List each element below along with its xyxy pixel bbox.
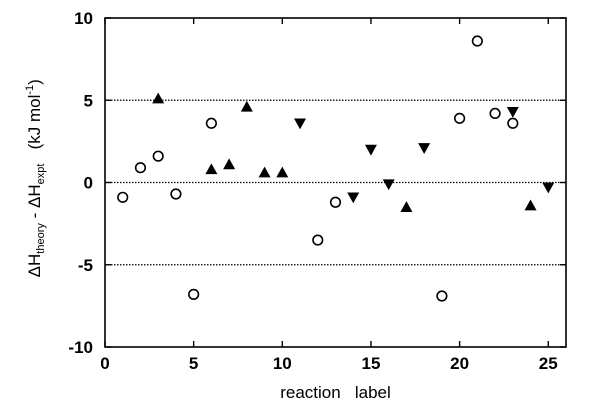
point-triangle-up <box>152 92 165 104</box>
point-triangle-up <box>276 166 289 178</box>
point-triangle-up <box>400 201 413 212</box>
plot-frame <box>104 17 567 348</box>
point-open-circle <box>489 107 501 120</box>
x-tick-label: 15 <box>362 354 381 373</box>
x-tick-label: 20 <box>450 354 469 373</box>
x-axis: 0 5 10 15 20 25 <box>100 18 558 373</box>
point-open-circle <box>454 112 466 124</box>
y-tick-label: 0 <box>84 174 93 193</box>
y-tick-label: 5 <box>84 91 93 110</box>
point-triangle-down <box>418 143 431 154</box>
y-tick-label: -10 <box>68 338 93 357</box>
point-triangle-up <box>240 100 253 112</box>
point-triangle-down <box>347 192 360 204</box>
y-axis-title-sub2: expt <box>35 164 47 185</box>
point-triangle-up <box>258 166 271 178</box>
point-triangle-down <box>364 144 377 156</box>
point-triangle-up <box>223 158 236 170</box>
point-open-circle <box>152 150 164 162</box>
point-open-circle <box>471 35 483 47</box>
y-axis-title-sub1: theory <box>35 223 47 254</box>
y-axis-title-unit-close: ) <box>25 79 44 85</box>
point-open-circle <box>170 188 182 200</box>
point-triangle-down <box>382 179 395 191</box>
point-triangle-down <box>506 106 519 118</box>
point-open-circle <box>507 117 519 129</box>
point-triangle-down <box>294 118 307 130</box>
point-open-circle <box>134 162 147 174</box>
y-axis-title-minus: - ΔH <box>25 184 44 223</box>
x-tick-label: 10 <box>273 354 292 373</box>
reference-lines <box>105 99 566 266</box>
point-open-circle <box>205 117 217 129</box>
y-axis-title-unit-open: (kJ mol <box>25 95 44 164</box>
point-triangle-down <box>542 182 555 194</box>
point-triangle-up <box>524 199 537 211</box>
point-open-circle <box>436 290 448 302</box>
y-axis: -10 -5 0 5 10 <box>68 9 566 357</box>
y-axis-title-delta1: ΔH <box>25 254 44 278</box>
point-open-circle <box>312 234 324 246</box>
point-open-circle <box>188 288 200 300</box>
point-open-circle <box>329 196 342 208</box>
y-tick-label: -5 <box>78 256 93 275</box>
x-axis-title: reaction label <box>280 383 391 402</box>
point-triangle-up <box>205 163 218 175</box>
data-points <box>117 35 555 302</box>
y-tick-label: 10 <box>74 9 93 28</box>
point-open-circle <box>117 191 129 203</box>
x-tick-label: 0 <box>100 354 109 373</box>
x-tick-label: 25 <box>539 354 558 373</box>
y-axis-title: ΔHtheory - ΔHexpt (kJ mol-1) <box>24 65 47 300</box>
x-tick-label: 5 <box>189 354 198 373</box>
y-axis-title-sup: -1 <box>24 85 36 95</box>
